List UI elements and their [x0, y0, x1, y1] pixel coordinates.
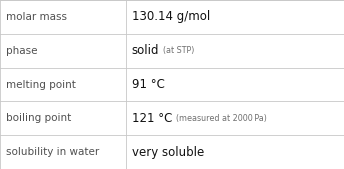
Text: solubility in water: solubility in water — [6, 147, 99, 157]
Text: (at STP): (at STP) — [163, 46, 195, 55]
Text: 130.14 g/mol: 130.14 g/mol — [132, 10, 210, 23]
Text: 91 °C: 91 °C — [132, 78, 165, 91]
Text: phase: phase — [6, 46, 38, 56]
Text: (measured at 2000 Pa): (measured at 2000 Pa) — [176, 114, 267, 123]
Text: boiling point: boiling point — [6, 113, 72, 123]
Text: very soluble: very soluble — [132, 146, 204, 159]
Text: molar mass: molar mass — [6, 12, 67, 22]
Text: solid: solid — [132, 44, 159, 57]
Text: melting point: melting point — [6, 79, 76, 90]
Text: 121 °C: 121 °C — [132, 112, 172, 125]
